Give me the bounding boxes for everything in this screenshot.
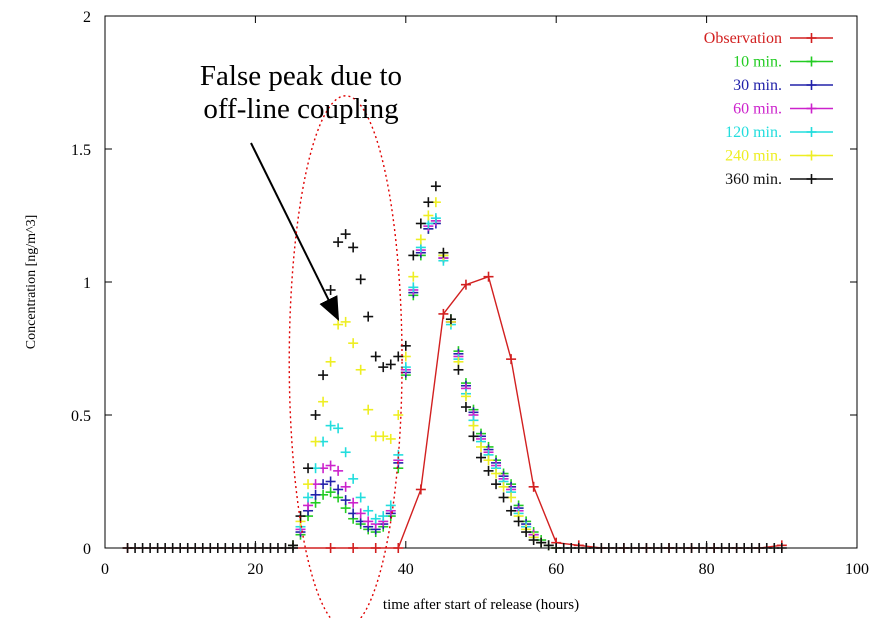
- legend-label: 360 min.: [725, 171, 782, 188]
- series-0: [122, 271, 787, 553]
- annotation-line-1: False peak due to: [199, 60, 403, 92]
- legend-label: 240 min.: [725, 148, 782, 165]
- y-tick-label: 0.5: [71, 408, 91, 425]
- series-1: [288, 215, 562, 553]
- annotation-line-2: off-line coupling: [203, 93, 399, 125]
- legend-label: 30 min.: [733, 77, 782, 94]
- axis-ticks: 0 20 40 60 80 100 0 0.5 1 1.5 2: [71, 9, 869, 578]
- legend-label: 120 min.: [725, 124, 782, 141]
- x-tick-label: 60: [548, 561, 564, 578]
- series-6: [288, 181, 562, 553]
- x-tick-label: 100: [845, 561, 869, 578]
- annotation-text: False peak due to off-line coupling: [166, 60, 436, 126]
- legend-label: 60 min.: [733, 101, 782, 118]
- x-axis-label: time after start of release (hours): [383, 597, 579, 613]
- y-tick-label: 2: [83, 9, 91, 26]
- legend-label: Observation: [704, 30, 782, 47]
- x-tick-label: 0: [101, 561, 109, 578]
- series-3: [288, 215, 562, 553]
- x-tick-label: 40: [398, 561, 414, 578]
- x-tick-label: 20: [247, 561, 263, 578]
- annotation-arrow: [250, 142, 340, 322]
- annotation-ellipse: [288, 95, 403, 618]
- y-tick-label: 1: [83, 275, 91, 292]
- x-tick-label: 80: [699, 561, 715, 578]
- y-tick-label: 0: [83, 541, 91, 558]
- y-axis-label: Concentration [ng/m^3]: [24, 215, 39, 349]
- legend-label: 10 min.: [733, 54, 782, 71]
- y-tick-label: 1.5: [71, 142, 91, 159]
- series-line: [127, 275, 782, 549]
- series-4: [288, 213, 562, 553]
- annotation-layer: [250, 95, 403, 618]
- legend: Observation 10 min. 30 min. 60 min. 120 min.…: [704, 30, 833, 188]
- series-layer: [122, 181, 787, 553]
- series-2: [288, 218, 562, 553]
- baseline-markers: [122, 543, 787, 553]
